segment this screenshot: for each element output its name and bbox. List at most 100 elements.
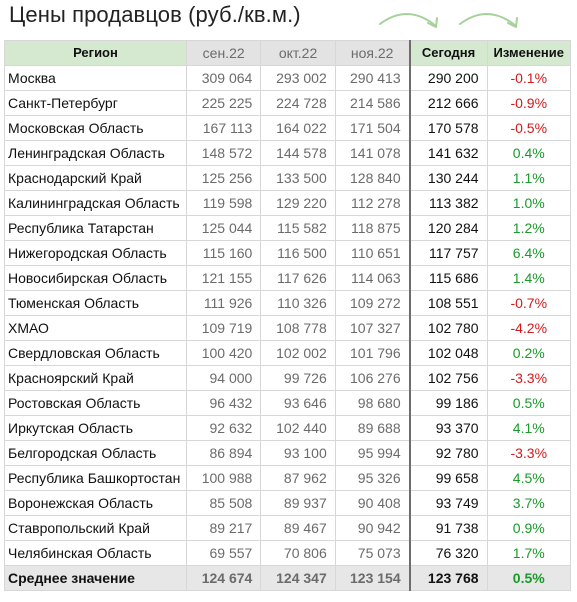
nov-value-cell: 109 272 — [334, 290, 411, 316]
today-value-cell: 102 780 — [408, 315, 488, 341]
header-change: Изменение — [486, 40, 572, 66]
region-cell: Красноярский Край — [4, 365, 187, 391]
today-value-cell: 92 780 — [408, 440, 488, 466]
sep-value-cell: 167 113 — [185, 115, 262, 141]
region-cell: Республика Башкортостан — [4, 465, 187, 491]
sep-value-cell: 69 557 — [185, 540, 262, 566]
oct-value-cell: 116 500 — [260, 240, 336, 266]
sep-value-cell: 100 420 — [185, 340, 262, 366]
sep-value-cell: 86 894 — [185, 440, 262, 466]
header-nov: ноя.22 — [334, 40, 411, 66]
table-row: Нижегородская Область 115 160 116 500 110 6… — [4, 240, 572, 266]
today-value-cell: 117 757 — [408, 240, 488, 266]
table-row: Ростовская Область 96 432 93 646 98 680 99 1… — [4, 390, 572, 416]
table-header-row: Регион сен.22 окт.22 ноя.22 Сегодня Изме… — [4, 40, 572, 66]
oct-value-cell: 144 578 — [260, 140, 336, 166]
oct-value-cell: 102 440 — [260, 415, 336, 441]
nov-value-cell: 141 078 — [334, 140, 411, 166]
region-cell: Калининградская Область — [4, 190, 187, 216]
sep-value-cell: 109 719 — [185, 315, 262, 341]
nov-value-cell: 128 840 — [334, 165, 411, 191]
region-cell: Ставропольский Край — [4, 515, 187, 541]
change-cell: 3.7% — [486, 490, 572, 516]
oct-value-cell: 70 806 — [260, 540, 336, 566]
sep-value-cell: 96 432 — [185, 390, 262, 416]
today-value-cell: 123 768 — [408, 565, 488, 591]
nov-value-cell: 90 942 — [334, 515, 411, 541]
trend-arrows-decoration — [379, 13, 518, 28]
oct-value-cell: 108 778 — [260, 315, 336, 341]
header-sep: сен.22 — [185, 40, 262, 66]
oct-value-cell: 293 002 — [260, 65, 336, 91]
table-row: Новосибирская Область 121 155 117 626 114 0… — [4, 265, 572, 291]
oct-value-cell: 99 726 — [260, 365, 336, 391]
region-cell: Белгородская Область — [4, 440, 187, 466]
table-row: Краснодарский Край 125 256 133 500 128 840 1… — [4, 165, 572, 191]
region-cell: Нижегородская Область — [4, 240, 187, 266]
change-cell: 1.2% — [486, 215, 572, 241]
region-cell: Ленинградская Область — [4, 140, 187, 166]
change-cell: -3.3% — [486, 365, 572, 391]
today-value-cell: 91 738 — [408, 515, 488, 541]
table-row: Калининградская Область 119 598 129 220 112… — [4, 190, 572, 216]
sep-value-cell: 125 256 — [185, 165, 262, 191]
sep-value-cell: 94 000 — [185, 365, 262, 391]
sep-value-cell: 89 217 — [185, 515, 262, 541]
today-value-cell: 130 244 — [408, 165, 488, 191]
oct-value-cell: 93 100 — [260, 440, 336, 466]
nov-value-cell: 95 326 — [334, 465, 411, 491]
table-row: Республика Башкортостан 100 988 87 962 95 3… — [4, 465, 572, 491]
region-cell: Московская Область — [4, 115, 187, 141]
region-cell: Свердловская Область — [4, 340, 187, 366]
nov-value-cell: 118 875 — [334, 215, 411, 241]
region-cell: Челябинская Область — [4, 540, 187, 566]
table-row: Московская Область 167 113 164 022 171 504 1… — [4, 115, 572, 141]
change-cell: 1.7% — [486, 540, 572, 566]
sep-value-cell: 92 632 — [185, 415, 262, 441]
region-cell: ХМАО — [4, 315, 187, 341]
change-cell: 4.1% — [486, 415, 572, 441]
change-cell: 1.1% — [486, 165, 572, 191]
oct-value-cell: 124 347 — [260, 565, 336, 591]
change-cell: 0.2% — [486, 340, 572, 366]
region-cell: Иркутская Область — [4, 415, 187, 441]
oct-value-cell: 129 220 — [260, 190, 336, 216]
table-row: Москва 309 064 293 002 290 413 290 200 -0.1% — [4, 65, 572, 91]
table-row: Иркутская Область 92 632 102 440 89 688 93 3… — [4, 415, 572, 441]
oct-value-cell: 110 326 — [260, 290, 336, 316]
nov-value-cell: 106 276 — [334, 365, 411, 391]
change-cell: -0.1% — [486, 65, 572, 91]
nov-value-cell: 101 796 — [334, 340, 411, 366]
nov-value-cell: 107 327 — [334, 315, 411, 341]
table-row: Челябинская Область 69 557 70 806 75 073 76 … — [4, 540, 572, 566]
table-row: Свердловская Область 100 420 102 002 101 79… — [4, 340, 572, 366]
oct-value-cell: 93 646 — [260, 390, 336, 416]
nov-value-cell: 214 586 — [334, 90, 411, 116]
page-title: Цены продавцов (руб./кв.м.) — [9, 2, 301, 27]
sep-value-cell: 100 988 — [185, 465, 262, 491]
change-cell: 0.5% — [486, 390, 572, 416]
arrowhead-icon — [427, 17, 438, 28]
today-value-cell: 102 048 — [408, 340, 488, 366]
change-cell: 1.4% — [486, 265, 572, 291]
header-region: Регион — [4, 40, 187, 66]
region-cell: Ростовская Область — [4, 390, 187, 416]
table-row: Тюменская Область 111 926 110 326 109 272 10… — [4, 290, 572, 316]
sep-value-cell: 85 508 — [185, 490, 262, 516]
change-cell: -3.3% — [486, 440, 572, 466]
nov-value-cell: 114 063 — [334, 265, 411, 291]
sep-value-cell: 124 674 — [185, 565, 262, 591]
prices-table: Регион сен.22 окт.22 ноя.22 Сегодня Изме… — [4, 40, 572, 591]
nov-value-cell: 98 680 — [334, 390, 411, 416]
nov-value-cell: 95 994 — [334, 440, 411, 466]
oct-value-cell: 89 937 — [260, 490, 336, 516]
sep-value-cell: 111 926 — [185, 290, 262, 316]
average-row: Среднее значение 124 674 124 347 123 154 123… — [4, 565, 572, 591]
today-value-cell: 108 551 — [408, 290, 488, 316]
change-cell: 0.9% — [486, 515, 572, 541]
today-value-cell: 99 658 — [408, 465, 488, 491]
table-row: Ставропольский Край 89 217 89 467 90 942 91 … — [4, 515, 572, 541]
oct-value-cell: 133 500 — [260, 165, 336, 191]
arrowhead-icon — [507, 17, 518, 28]
nov-value-cell: 75 073 — [334, 540, 411, 566]
